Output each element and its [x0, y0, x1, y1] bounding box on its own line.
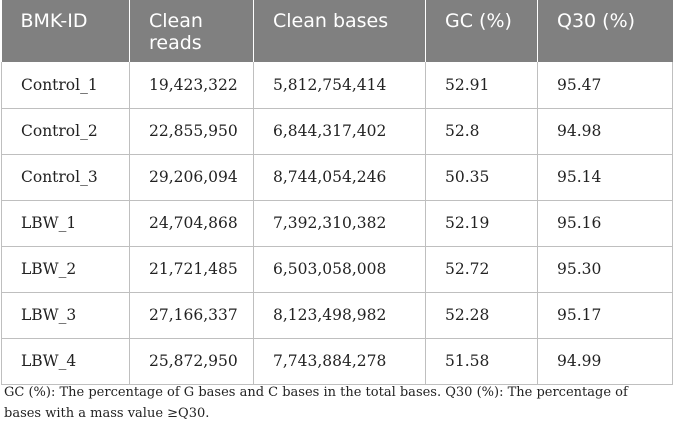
cell-q30: 95.16	[537, 200, 673, 247]
table-row: Control_1 19,423,322 5,812,754,414 52.91…	[1, 62, 673, 109]
cell-q30: 95.30	[537, 246, 673, 293]
cell-gc: 51.58	[425, 338, 538, 385]
cell-clean-bases: 6,844,317,402	[253, 108, 426, 155]
cell-q30: 94.98	[537, 108, 673, 155]
cell-q30: 95.17	[537, 292, 673, 339]
sequencing-stats-table: BMK-ID Clean reads Clean bases GC (%) Q3…	[1, 0, 673, 385]
cell-q30: 94.99	[537, 338, 673, 385]
table-row: LBW_3 27,166,337 8,123,498,982 52.28 95.…	[1, 292, 673, 339]
cell-clean-reads: 29,206,094	[129, 154, 254, 201]
cell-bmk-id: LBW_3	[1, 292, 130, 339]
table-row: Control_2 22,855,950 6,844,317,402 52.8 …	[1, 108, 673, 155]
table-row: LBW_1 24,704,868 7,392,310,382 52.19 95.…	[1, 200, 673, 247]
cell-clean-bases: 5,812,754,414	[253, 62, 426, 109]
cell-clean-bases: 7,743,884,278	[253, 338, 426, 385]
cell-clean-bases: 7,392,310,382	[253, 200, 426, 247]
cell-bmk-id: Control_1	[1, 62, 130, 109]
cell-bmk-id: LBW_4	[1, 338, 130, 385]
cell-gc: 52.72	[425, 246, 538, 293]
header-q30: Q30 (%)	[537, 0, 673, 62]
cell-clean-reads: 21,721,485	[129, 246, 254, 293]
cell-gc: 52.19	[425, 200, 538, 247]
cell-q30: 95.47	[537, 62, 673, 109]
cell-gc: 52.28	[425, 292, 538, 339]
table-row: LBW_4 25,872,950 7,743,884,278 51.58 94.…	[1, 338, 673, 385]
header-clean-reads: Clean reads	[129, 0, 254, 62]
cell-clean-bases: 8,744,054,246	[253, 154, 426, 201]
cell-gc: 50.35	[425, 154, 538, 201]
cell-gc: 52.91	[425, 62, 538, 109]
header-clean-bases: Clean bases	[253, 0, 426, 62]
cell-clean-reads: 22,855,950	[129, 108, 254, 155]
cell-q30: 95.14	[537, 154, 673, 201]
table-body: Control_1 19,423,322 5,812,754,414 52.91…	[1, 62, 673, 385]
cell-gc: 52.8	[425, 108, 538, 155]
cell-bmk-id: Control_3	[1, 154, 130, 201]
table-footnote: GC (%): The percentage of G bases and C …	[4, 385, 628, 421]
cell-clean-reads: 24,704,868	[129, 200, 254, 247]
cell-clean-reads: 25,872,950	[129, 338, 254, 385]
cell-bmk-id: LBW_1	[1, 200, 130, 247]
cell-clean-bases: 6,503,058,008	[253, 246, 426, 293]
cell-clean-reads: 19,423,322	[129, 62, 254, 109]
table-row: LBW_2 21,721,485 6,503,058,008 52.72 95.…	[1, 246, 673, 293]
header-row: BMK-ID Clean reads Clean bases GC (%) Q3…	[1, 0, 673, 62]
cell-bmk-id: Control_2	[1, 108, 130, 155]
cell-clean-bases: 8,123,498,982	[253, 292, 426, 339]
data-table-container: BMK-ID Clean reads Clean bases GC (%) Q3…	[1, 0, 673, 385]
header-gc: GC (%)	[425, 0, 538, 62]
table-row: Control_3 29,206,094 8,744,054,246 50.35…	[1, 154, 673, 201]
cell-bmk-id: LBW_2	[1, 246, 130, 293]
header-bmk-id: BMK-ID	[1, 0, 130, 62]
table-header: BMK-ID Clean reads Clean bases GC (%) Q3…	[1, 0, 673, 62]
cell-clean-reads: 27,166,337	[129, 292, 254, 339]
